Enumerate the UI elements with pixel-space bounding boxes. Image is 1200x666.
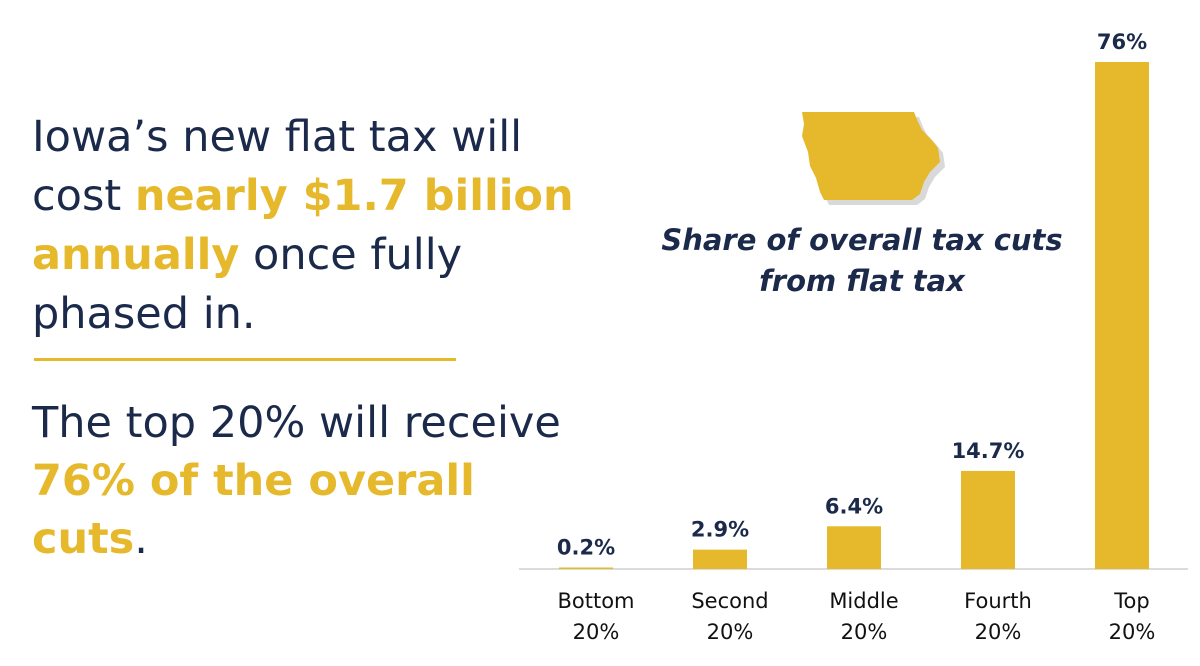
subline: The top 20% will receive 76% of the over…: [32, 394, 592, 568]
category-label: Top: [1113, 589, 1149, 613]
headline-text-end: once fully phased in.: [32, 230, 463, 339]
bar: [961, 470, 1015, 569]
category-label: 20%: [975, 620, 1022, 644]
headline-highlight: nearly $1.7 billion annually: [32, 171, 574, 280]
bar: [693, 549, 747, 569]
subline-highlight: 76% of the overall cuts: [32, 456, 475, 564]
category-label: Bottom: [557, 589, 634, 613]
value-label: 14.7%: [952, 439, 1025, 463]
chart-title: Share of overall tax cuts from flat tax: [661, 223, 1063, 298]
category-label: 20%: [707, 620, 754, 644]
headline-text: Iowa’s new flat tax will cost: [32, 112, 523, 221]
value-label: 76%: [1097, 30, 1147, 54]
category-label: 20%: [573, 620, 620, 644]
category-label: 20%: [841, 620, 888, 644]
category-label: Second: [691, 589, 768, 613]
subline-text-end: .: [134, 514, 148, 564]
iowa-state-map-icon: [802, 112, 945, 205]
value-label: 2.9%: [691, 518, 749, 542]
value-label: 6.4%: [825, 494, 883, 518]
value-label: 0.2%: [557, 536, 615, 560]
category-label: Middle: [829, 589, 898, 613]
headline: Iowa’s new flat tax will cost nearly $1.…: [32, 108, 592, 344]
subline-text: The top 20% will receive: [32, 398, 561, 448]
bar: [1095, 62, 1149, 569]
category-label: Fourth: [964, 589, 1032, 613]
bar: [559, 567, 613, 569]
bar: [827, 526, 881, 569]
category-label: 20%: [1109, 620, 1156, 644]
divider: [34, 358, 456, 361]
